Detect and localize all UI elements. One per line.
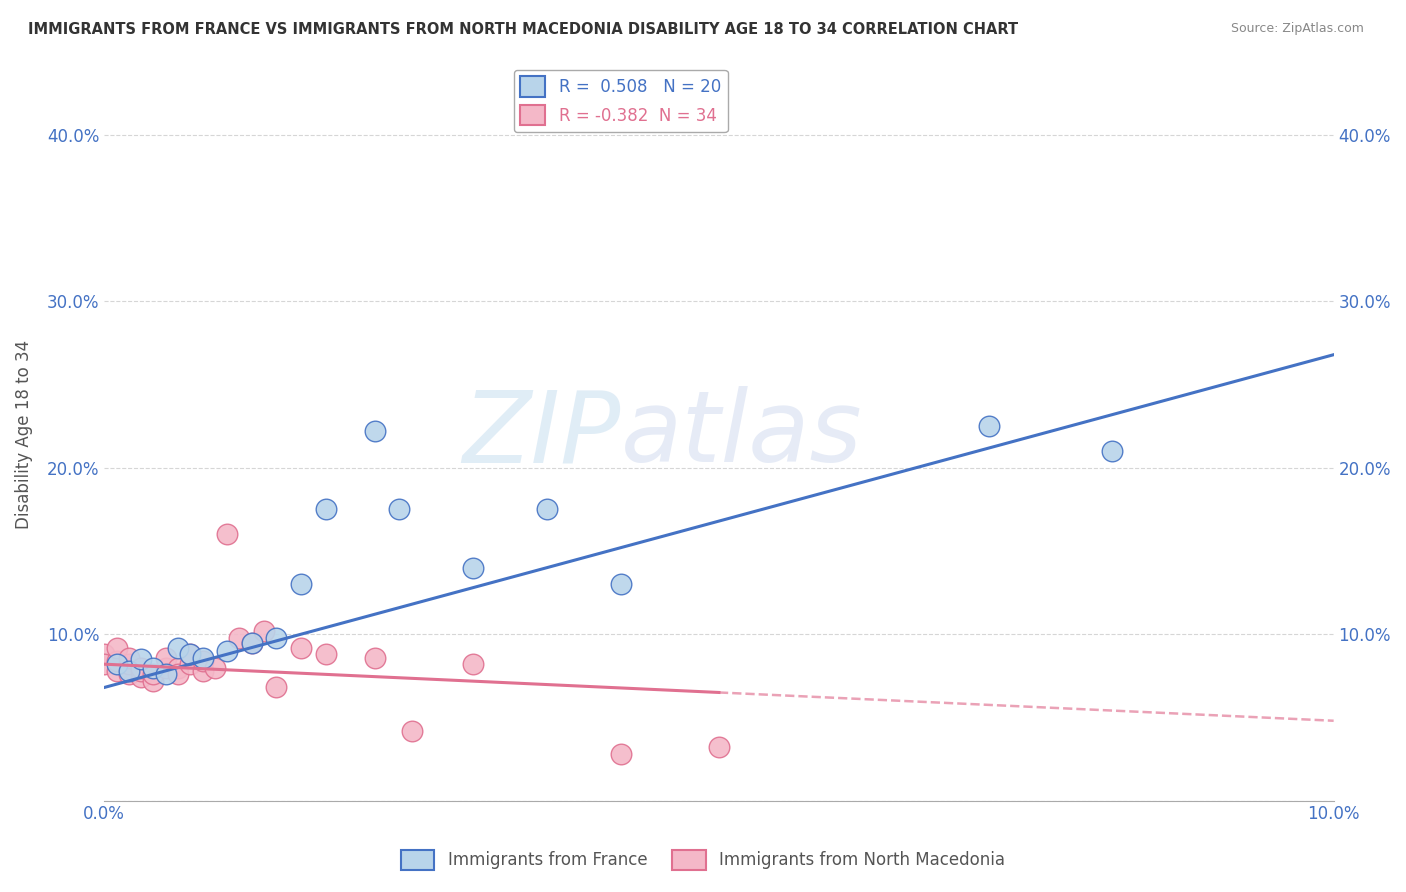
Y-axis label: Disability Age 18 to 34: Disability Age 18 to 34 [15,340,32,529]
Point [191,650,214,665]
Point [179,657,201,672]
Point [142,667,165,681]
Point [118,657,141,672]
Point [536,502,558,516]
Point [105,654,128,668]
Point [129,652,152,666]
Point [118,667,141,681]
Point [315,502,337,516]
Point [167,660,190,674]
Point [179,647,201,661]
Point [290,577,312,591]
Point [240,635,263,649]
Point [155,650,177,665]
Point [217,644,239,658]
Point [105,664,128,678]
Point [364,424,387,438]
Point [142,660,165,674]
Point [609,577,631,591]
Point [118,650,141,665]
Point [129,671,152,685]
Point [364,650,387,665]
Point [155,660,177,674]
Text: ZIP: ZIP [463,386,620,483]
Text: IMMIGRANTS FROM FRANCE VS IMMIGRANTS FROM NORTH MACEDONIA DISABILITY AGE 18 TO 3: IMMIGRANTS FROM FRANCE VS IMMIGRANTS FRO… [28,22,1018,37]
Point [217,527,239,541]
Point [129,660,152,674]
Point [266,681,288,695]
Point [191,664,214,678]
Point [253,624,276,638]
Point [979,419,1001,434]
Point [204,660,226,674]
Point [105,657,128,672]
Point [179,647,201,661]
Point [228,631,250,645]
Point [118,664,141,678]
Legend: Immigrants from France, Immigrants from North Macedonia: Immigrants from France, Immigrants from … [394,843,1012,877]
Point [461,560,484,574]
Text: atlas: atlas [620,386,862,483]
Point [142,673,165,688]
Point [388,502,411,516]
Point [93,647,115,661]
Point [167,640,190,655]
Point [609,747,631,761]
Point [105,640,128,655]
Point [240,635,263,649]
Point [707,740,730,755]
Point [191,654,214,668]
Point [129,664,152,678]
Point [155,667,177,681]
Point [167,667,190,681]
Point [461,657,484,672]
Point [1101,444,1123,458]
Point [315,647,337,661]
Point [290,640,312,655]
Legend: R =  0.508   N = 20, R = -0.382  N = 34: R = 0.508 N = 20, R = -0.382 N = 34 [513,70,727,132]
Point [266,631,288,645]
Point [93,657,115,672]
Text: Source: ZipAtlas.com: Source: ZipAtlas.com [1230,22,1364,36]
Point [401,723,423,738]
